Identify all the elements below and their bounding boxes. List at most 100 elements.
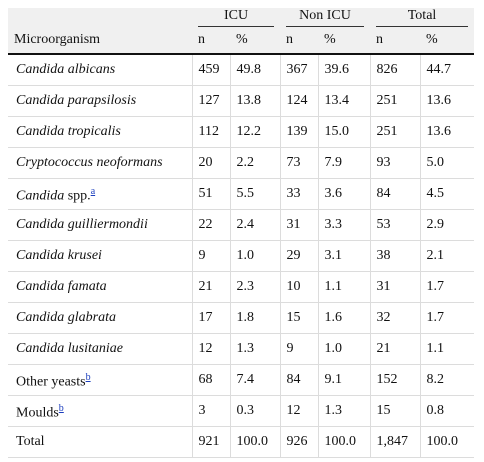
cell-value: 9 [191, 240, 231, 272]
cell-value: 826 [369, 54, 421, 86]
cell-value: 1.1 [317, 271, 371, 303]
species-name: Candida lusitaniae [16, 341, 123, 356]
cell-value: 51 [191, 178, 231, 210]
cell-value: 93 [369, 147, 421, 179]
group-header: ICU [192, 8, 280, 27]
cell-value: 84 [279, 364, 319, 396]
footnote-ref: a [91, 184, 95, 197]
table-row: Candida tropicalis 112 12.2 139 15.0 251 13.6 [8, 116, 475, 148]
row-label-text: Total [16, 434, 45, 449]
table-row: Total 921 100.0 926 100.0 1,847 100.0 [8, 426, 475, 458]
cell-value: 22 [191, 209, 231, 241]
cell-value: 9.1 [317, 364, 371, 396]
cell-value: 152 [369, 364, 421, 396]
row-label-text: Other yeasts [16, 374, 86, 390]
table-row: Candida famata 21 2.3 10 1.1 31 1.7 [8, 271, 475, 303]
cell-value: 1.3 [317, 395, 371, 427]
column-label: Microorganism [8, 8, 192, 55]
cell-value: 12 [191, 333, 231, 365]
footnote-link[interactable]: b [58, 402, 64, 414]
cell-value: 100.0 [229, 426, 281, 458]
species-name: Candida albicans [16, 62, 116, 77]
cell-value: 33 [279, 178, 319, 210]
table-head: Microorganism ICU Non ICU Total n% n% n% [8, 8, 475, 55]
cell-value: 4.5 [419, 178, 475, 210]
cell-value: 68 [191, 364, 231, 396]
sub-header: % [420, 27, 475, 55]
cell-value: 2.1 [419, 240, 475, 272]
species-name: Candida parapsilosis [16, 93, 137, 108]
cell-value: 459 [191, 54, 231, 86]
cell-value: 3 [191, 395, 231, 427]
cell-value: 53 [369, 209, 421, 241]
cell-value: 13.6 [419, 85, 475, 117]
cell-value: 251 [369, 116, 421, 148]
species-name: Candida krusei [16, 248, 102, 263]
cell-value: 49.8 [229, 54, 281, 86]
cell-value: 7.4 [229, 364, 281, 396]
sub-header: % [318, 27, 371, 55]
row-label: Candida famata [8, 271, 193, 303]
cell-value: 2.9 [419, 209, 475, 241]
cell-value: 15 [369, 395, 421, 427]
cell-value: 2.3 [229, 271, 281, 303]
species-name: Candida [16, 188, 65, 204]
sub-header: n [280, 27, 318, 55]
cell-value: 21 [191, 271, 231, 303]
cell-value: 5.0 [419, 147, 475, 179]
cell-value: 921 [191, 426, 231, 458]
row-label: Cryptococcus neoformans [8, 147, 193, 179]
cell-value: 84 [369, 178, 421, 210]
row-label: Total [8, 426, 193, 458]
row-label: Candida glabrata [8, 302, 193, 334]
footnote-link[interactable]: a [90, 185, 96, 197]
species-name: Candida glabrata [16, 310, 116, 325]
cell-value: 29 [279, 240, 319, 272]
cell-value: 124 [279, 85, 319, 117]
cell-value: 100.0 [419, 426, 475, 458]
species-name: Candida tropicalis [16, 124, 121, 139]
row-label: Mouldsb [8, 395, 193, 427]
group-header-text: ICU [198, 8, 274, 27]
group-header-text: Non ICU [286, 8, 365, 27]
cell-value: 15.0 [317, 116, 371, 148]
row-label: Candida parapsilosis [8, 85, 193, 117]
cell-value: 926 [279, 426, 319, 458]
row-label: Candida albicans [8, 54, 193, 86]
cell-value: 5.5 [229, 178, 281, 210]
cell-value: 3.1 [317, 240, 371, 272]
table-row: Candida lusitaniae 12 1.3 9 1.0 21 1.1 [8, 333, 475, 365]
row-label-text: Moulds [16, 405, 59, 421]
table-row: Cryptococcus neoformans 20 2.2 73 7.9 93 5.0 [8, 147, 475, 179]
cell-value: 44.7 [419, 54, 475, 86]
sub-header-row: n% n% n% [8, 27, 475, 55]
row-label: Candida lusitaniae [8, 333, 193, 365]
table-row: Candida spp.a 51 5.5 33 3.6 84 4.5 [8, 178, 475, 210]
row-label: Candida guilliermondii [8, 209, 193, 241]
sub-header: % [230, 27, 280, 55]
cell-value: 1.8 [229, 302, 281, 334]
table-row: Candida glabrata 17 1.8 15 1.6 32 1.7 [8, 302, 475, 334]
cell-value: 2.4 [229, 209, 281, 241]
cell-value: 10 [279, 271, 319, 303]
data-table: Microorganism ICU Non ICU Total n% n% n% Can… [8, 8, 475, 458]
row-label: Candida krusei [8, 240, 193, 272]
sub-header: n [370, 27, 421, 55]
table-row: Other yeastsb 68 7.4 84 9.1 152 8.2 [8, 364, 475, 396]
row-label: Candida spp.a [8, 178, 193, 210]
group-header: Non ICU [280, 8, 371, 27]
cell-value: 127 [191, 85, 231, 117]
row-label-text: spp. [67, 188, 91, 204]
cell-value: 139 [279, 116, 319, 148]
cell-value: 0.8 [419, 395, 475, 427]
footnote-link[interactable]: b [85, 371, 91, 383]
cell-value: 2.2 [229, 147, 281, 179]
cell-value: 1.7 [419, 271, 475, 303]
footnote-ref: b [86, 370, 91, 383]
species-name: Candida guilliermondii [16, 217, 148, 232]
row-label: Other yeastsb [8, 364, 193, 396]
cell-value: 13.6 [419, 116, 475, 148]
cell-value: 9 [279, 333, 319, 365]
cell-value: 1.0 [317, 333, 371, 365]
